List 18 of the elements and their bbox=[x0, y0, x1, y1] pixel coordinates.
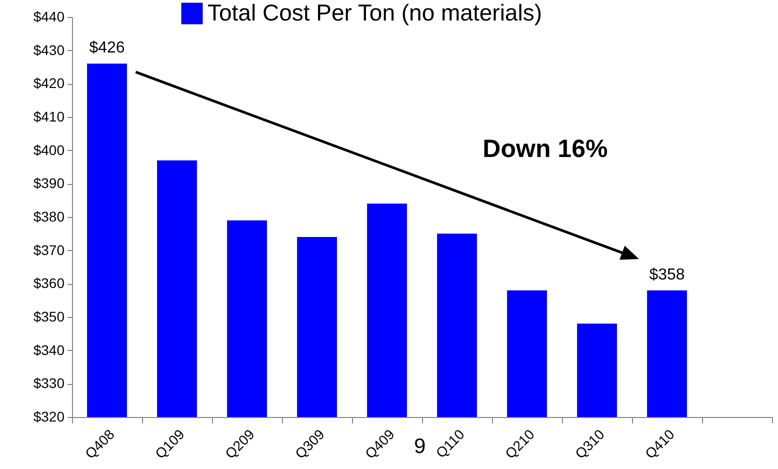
y-tick-label: $320 bbox=[33, 408, 65, 424]
y-tick-label: $390 bbox=[33, 175, 65, 192]
y-tick-label: $340 bbox=[33, 342, 65, 358]
y-tick-label: $440 bbox=[33, 8, 65, 24]
y-tick-label: $410 bbox=[33, 108, 65, 124]
y-tick-label: $330 bbox=[33, 375, 65, 392]
data-label: $358 bbox=[649, 266, 685, 284]
y-tick-label: $420 bbox=[33, 75, 65, 92]
text: 9 bbox=[414, 435, 426, 458]
y-tick-label: $360 bbox=[33, 275, 65, 292]
y-tick-label: $350 bbox=[33, 308, 65, 324]
y-tick-label: $380 bbox=[33, 208, 65, 224]
legend-label: Total Cost Per Ton (no materials) bbox=[208, 0, 542, 26]
y-tick-label: $370 bbox=[33, 242, 65, 258]
y-tick-label: $430 bbox=[33, 42, 65, 58]
data-label: $426 bbox=[89, 40, 125, 57]
y-tick-label: $400 bbox=[33, 142, 65, 158]
annotation: Down 16% bbox=[482, 135, 608, 163]
